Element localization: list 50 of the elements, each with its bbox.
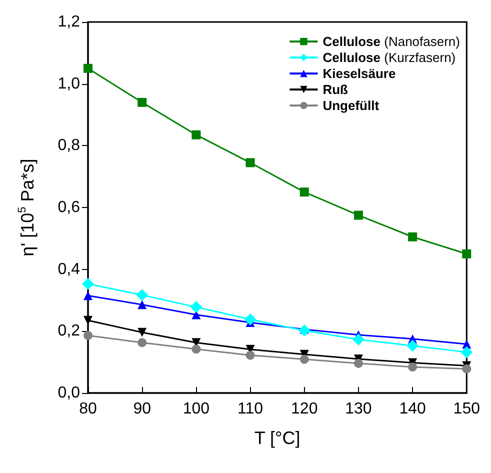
y-tick-label: 1,2 [58, 14, 80, 30]
point [84, 316, 92, 325]
legend-label: Kieselsäure [322, 66, 396, 81]
point [460, 346, 473, 358]
legend-label: Cellulose (Nanofasern) [322, 34, 460, 49]
x-tick-label: 140 [399, 400, 426, 418]
point [84, 330, 92, 340]
x-axis-title: T [°C] [254, 428, 300, 448]
y-tick-label: 1,0 [58, 75, 80, 92]
x-tick-label: 110 [238, 400, 264, 418]
point [84, 64, 92, 73]
point [138, 328, 147, 337]
y-tick-label: 0,2 [58, 322, 80, 340]
y-tick-label: 0,0 [58, 384, 80, 402]
point [138, 98, 147, 107]
point [352, 334, 364, 346]
point [192, 344, 201, 354]
point [462, 249, 472, 258]
point [84, 291, 92, 300]
point [408, 232, 418, 242]
legend-label: Cellulose (Kurzfasern) [322, 50, 456, 65]
y-tick-label: 0,6 [58, 199, 80, 216]
x-tick-label: 90 [133, 400, 152, 418]
x-tick-label: 130 [345, 400, 372, 418]
point [408, 362, 418, 372]
x-tick-label: 120 [291, 400, 318, 418]
point [246, 158, 255, 168]
x-tick-label: 150 [453, 400, 480, 418]
point [462, 364, 472, 374]
legend-label: Ungefüllt [322, 98, 380, 113]
point [300, 354, 309, 364]
x-tick-label: 80 [79, 400, 97, 418]
x-tick-label: 100 [182, 400, 210, 418]
point [298, 324, 310, 337]
point [354, 358, 363, 368]
point [246, 350, 255, 360]
point [300, 188, 309, 197]
point [406, 340, 419, 352]
point [190, 301, 202, 314]
point [82, 278, 94, 290]
point [138, 338, 147, 348]
point [192, 130, 201, 140]
y-tick-label: 0,4 [58, 260, 80, 278]
y-tick-label: 0,8 [58, 137, 80, 154]
y-axis-title: η' [105 Pa*s] [16, 158, 38, 256]
point [136, 288, 148, 301]
point [138, 300, 147, 310]
point [354, 210, 363, 220]
point [244, 313, 256, 326]
legend-label: Ruß [322, 82, 348, 97]
